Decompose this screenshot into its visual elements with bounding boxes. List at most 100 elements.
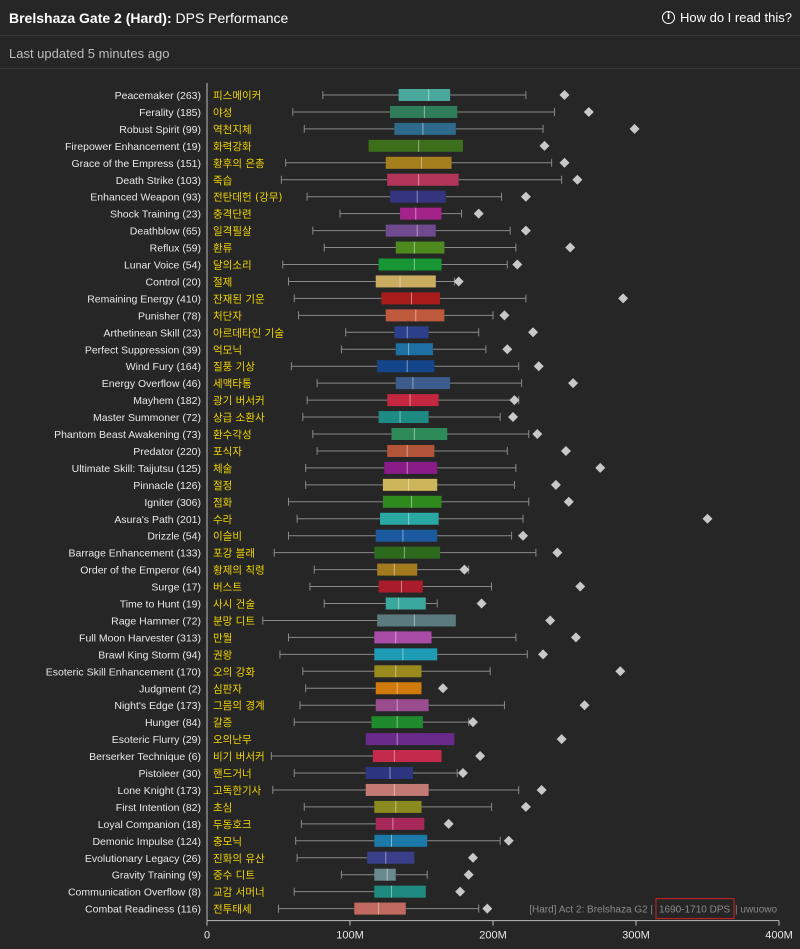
- outlier-marker: [528, 327, 539, 338]
- class-korean-label: 오의난무: [213, 734, 252, 746]
- outlier-marker: [520, 801, 531, 812]
- class-label: Control (20): [146, 276, 201, 288]
- class-korean-label: 황제의 칙령: [213, 565, 265, 577]
- iqr-box: [380, 512, 439, 525]
- class-label: Robust Spirit (99): [119, 124, 201, 136]
- class-label: Barrage Enhancement (133): [69, 548, 202, 560]
- outlier-marker: [520, 225, 531, 236]
- class-korean-label: 초심: [213, 802, 232, 814]
- box-plot-chart: 0 100M 200M 300M 400M Peacemaker (263) 피스메이커 Fe…: [46, 83, 793, 942]
- outlier-marker: [618, 293, 629, 304]
- outlier-marker: [467, 717, 478, 728]
- class-korean-label: 전탄데헌 (강무): [213, 192, 283, 204]
- outlier-marker: [545, 615, 556, 626]
- class-label: Mayhem (182): [133, 395, 201, 407]
- class-korean-label: 이슬비: [213, 531, 242, 543]
- last-updated-text: Last updated 5 minutes ago: [9, 46, 170, 61]
- x-tick-label: 0: [204, 930, 210, 942]
- class-korean-label: 상급 소환사: [213, 412, 265, 424]
- dps-range-highlight: [655, 898, 735, 920]
- iqr-box: [374, 885, 426, 898]
- title-metric: DPS Performance: [175, 10, 289, 26]
- outlier-marker: [520, 191, 531, 202]
- iqr-box: [394, 122, 456, 135]
- class-label: Night's Edge (173): [114, 700, 201, 712]
- outlier-marker: [437, 683, 448, 694]
- outlier-marker: [560, 445, 571, 456]
- class-korean-label: 만월: [213, 632, 232, 644]
- iqr-box: [378, 411, 429, 424]
- class-korean-label: 권왕: [213, 649, 233, 661]
- page-header: Brelshaza Gate 2 (Hard): DPS Performance…: [0, 0, 800, 36]
- class-korean-label: 전투태세: [213, 904, 252, 916]
- class-korean-label: 버스트: [213, 582, 242, 594]
- outlier-marker: [459, 564, 470, 575]
- iqr-box: [374, 631, 432, 644]
- watermark-dps-range: 1690-1710 DPS: [659, 905, 730, 916]
- class-korean-label: 피스메이커: [213, 90, 261, 102]
- outlier-marker: [453, 276, 464, 287]
- iqr-box: [365, 783, 429, 796]
- class-label: Lone Knight (173): [118, 785, 201, 797]
- class-label: Remaining Energy (410): [87, 293, 201, 305]
- outlier-marker: [475, 751, 486, 762]
- class-label: Loyal Companion (18): [98, 819, 201, 831]
- class-korean-label: 진화의 유산: [213, 853, 265, 865]
- iqr-box: [374, 800, 422, 813]
- outlier-marker: [512, 259, 523, 270]
- iqr-box: [365, 767, 413, 779]
- iqr-box: [372, 750, 442, 763]
- class-korean-label: 갈증: [213, 716, 233, 729]
- iqr-box: [385, 597, 426, 610]
- class-korean-label: 아르데타인 기술: [213, 327, 284, 339]
- class-korean-label: 체술: [213, 463, 233, 475]
- iqr-box: [377, 614, 456, 627]
- outlier-marker: [499, 310, 510, 321]
- iqr-box: [387, 444, 435, 457]
- outlier-marker: [595, 462, 606, 473]
- class-label: Communication Overflow (8): [68, 887, 201, 899]
- class-label: Firepower Enhancement (19): [65, 141, 201, 153]
- class-korean-label: 포강 블래: [213, 548, 255, 560]
- class-korean-label: 처단자: [213, 310, 242, 322]
- class-label: Arthetinean Skill (23): [104, 327, 201, 339]
- class-label: Asura's Path (201): [114, 514, 201, 526]
- class-korean-label: 충격단련: [213, 208, 252, 221]
- outlier-marker: [565, 242, 576, 253]
- class-label: Punisher (78): [138, 310, 201, 322]
- iqr-box: [378, 258, 442, 271]
- class-label: Ultimate Skill: Taijutsu (125): [72, 463, 201, 475]
- iqr-box: [371, 716, 423, 729]
- class-korean-label: 억모닉: [213, 344, 242, 356]
- class-korean-label: 야성: [213, 106, 232, 119]
- x-tick-label: 300M: [622, 930, 650, 942]
- outlier-marker: [457, 768, 468, 778]
- class-korean-label: 두동호크: [213, 819, 252, 831]
- outlier-marker: [455, 886, 466, 897]
- outlier-marker: [568, 378, 579, 389]
- outlier-marker: [536, 784, 547, 795]
- class-korean-label: 사시 건술: [213, 599, 255, 611]
- iqr-box: [382, 478, 438, 491]
- x-tick-label: 100M: [336, 930, 364, 942]
- class-korean-label: 절제: [213, 275, 232, 288]
- iqr-box: [374, 834, 428, 847]
- class-label: Surge (17): [151, 582, 201, 594]
- class-label: Berserker Technique (6): [89, 751, 201, 763]
- class-korean-label: 포식자: [213, 446, 242, 458]
- outlier-marker: [552, 547, 563, 558]
- class-korean-label: 충모닉: [213, 836, 242, 848]
- class-korean-label: 일격필살: [213, 225, 252, 238]
- class-label: Pistoleer (30): [139, 768, 201, 780]
- help-link[interactable]: i How do I read this?: [661, 10, 792, 25]
- class-label: Reflux (59): [150, 243, 201, 255]
- outlier-marker: [579, 700, 590, 711]
- iqr-box: [390, 190, 446, 203]
- class-label: Peacemaker (263): [115, 90, 201, 102]
- outlier-marker: [572, 174, 583, 185]
- iqr-box: [395, 377, 451, 390]
- outlier-marker: [482, 903, 493, 914]
- class-korean-label: 수라: [213, 514, 233, 526]
- class-label: Demonic Impulse (124): [92, 836, 201, 848]
- class-label: Judgment (2): [139, 683, 201, 695]
